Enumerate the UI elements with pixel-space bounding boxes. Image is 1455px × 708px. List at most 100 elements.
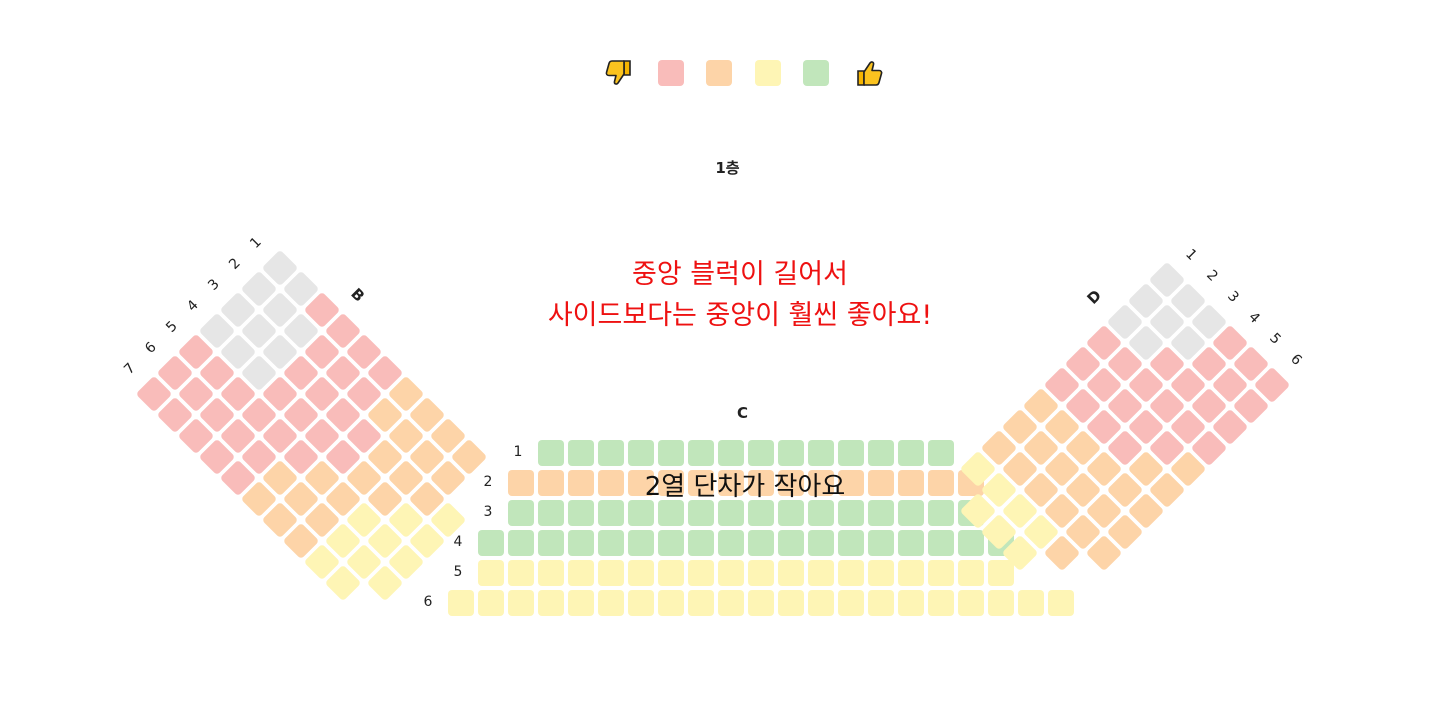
- seat[interactable]: [658, 470, 684, 496]
- seat[interactable]: [868, 530, 894, 556]
- seat[interactable]: [508, 590, 534, 616]
- seat[interactable]: [718, 530, 744, 556]
- seat[interactable]: [748, 470, 774, 496]
- seat[interactable]: [508, 470, 534, 496]
- seat[interactable]: [1018, 590, 1044, 616]
- seat[interactable]: [658, 440, 684, 466]
- seat[interactable]: [598, 440, 624, 466]
- seat[interactable]: [658, 590, 684, 616]
- seat[interactable]: [928, 530, 954, 556]
- seat[interactable]: [928, 440, 954, 466]
- seat[interactable]: [478, 530, 504, 556]
- seat[interactable]: [778, 530, 804, 556]
- seat[interactable]: [568, 440, 594, 466]
- seat[interactable]: [748, 500, 774, 526]
- seat[interactable]: [958, 560, 984, 586]
- seat[interactable]: [928, 470, 954, 496]
- seat[interactable]: [958, 590, 984, 616]
- seat[interactable]: [1048, 590, 1074, 616]
- seat[interactable]: [868, 590, 894, 616]
- seat[interactable]: [598, 530, 624, 556]
- seat[interactable]: [748, 530, 774, 556]
- seat[interactable]: [538, 500, 564, 526]
- seat[interactable]: [688, 560, 714, 586]
- seat[interactable]: [628, 440, 654, 466]
- seat[interactable]: [928, 590, 954, 616]
- seat[interactable]: [748, 440, 774, 466]
- seat[interactable]: [658, 500, 684, 526]
- seat[interactable]: [538, 530, 564, 556]
- seat[interactable]: [568, 590, 594, 616]
- seat[interactable]: [538, 440, 564, 466]
- seat[interactable]: [748, 560, 774, 586]
- seat[interactable]: [808, 590, 834, 616]
- seat[interactable]: [448, 590, 474, 616]
- seat[interactable]: [718, 440, 744, 466]
- seat[interactable]: [838, 590, 864, 616]
- seat[interactable]: [688, 530, 714, 556]
- seat[interactable]: [628, 470, 654, 496]
- seat[interactable]: [868, 500, 894, 526]
- seat[interactable]: [778, 560, 804, 586]
- seat[interactable]: [538, 590, 564, 616]
- seat[interactable]: [718, 590, 744, 616]
- seat[interactable]: [958, 530, 984, 556]
- seat[interactable]: [598, 560, 624, 586]
- seat[interactable]: [568, 500, 594, 526]
- seat[interactable]: [868, 470, 894, 496]
- seat[interactable]: [688, 500, 714, 526]
- seat[interactable]: [478, 590, 504, 616]
- seat[interactable]: [658, 560, 684, 586]
- seat[interactable]: [628, 590, 654, 616]
- seat[interactable]: [868, 440, 894, 466]
- seat[interactable]: [868, 560, 894, 586]
- seat[interactable]: [748, 590, 774, 616]
- seat[interactable]: [628, 530, 654, 556]
- seat[interactable]: [808, 500, 834, 526]
- seat[interactable]: [838, 560, 864, 586]
- seat[interactable]: [718, 470, 744, 496]
- seat[interactable]: [538, 560, 564, 586]
- seat[interactable]: [778, 500, 804, 526]
- seat[interactable]: [598, 500, 624, 526]
- seat[interactable]: [898, 560, 924, 586]
- seat[interactable]: [688, 440, 714, 466]
- seat[interactable]: [898, 500, 924, 526]
- seat[interactable]: [808, 440, 834, 466]
- seat[interactable]: [568, 560, 594, 586]
- seat[interactable]: [718, 560, 744, 586]
- seat[interactable]: [598, 590, 624, 616]
- seat[interactable]: [778, 440, 804, 466]
- seat[interactable]: [928, 500, 954, 526]
- seat[interactable]: [508, 500, 534, 526]
- seat[interactable]: [658, 530, 684, 556]
- seat[interactable]: [898, 590, 924, 616]
- seat[interactable]: [838, 440, 864, 466]
- seat[interactable]: [808, 560, 834, 586]
- seat[interactable]: [688, 590, 714, 616]
- seat[interactable]: [688, 470, 714, 496]
- seat[interactable]: [568, 530, 594, 556]
- seat[interactable]: [898, 470, 924, 496]
- seat[interactable]: [928, 560, 954, 586]
- seat[interactable]: [538, 470, 564, 496]
- seat[interactable]: [838, 500, 864, 526]
- seat[interactable]: [628, 560, 654, 586]
- seat[interactable]: [628, 500, 654, 526]
- seat[interactable]: [568, 470, 594, 496]
- seat[interactable]: [808, 470, 834, 496]
- seat[interactable]: [478, 560, 504, 586]
- seat[interactable]: [988, 560, 1014, 586]
- seat[interactable]: [598, 470, 624, 496]
- seat[interactable]: [508, 530, 534, 556]
- seat[interactable]: [838, 470, 864, 496]
- seat[interactable]: [778, 470, 804, 496]
- seat[interactable]: [988, 590, 1014, 616]
- seat[interactable]: [718, 500, 744, 526]
- seat[interactable]: [838, 530, 864, 556]
- seat[interactable]: [808, 530, 834, 556]
- seat[interactable]: [898, 440, 924, 466]
- seat[interactable]: [898, 530, 924, 556]
- seat[interactable]: [778, 590, 804, 616]
- seat[interactable]: [508, 560, 534, 586]
